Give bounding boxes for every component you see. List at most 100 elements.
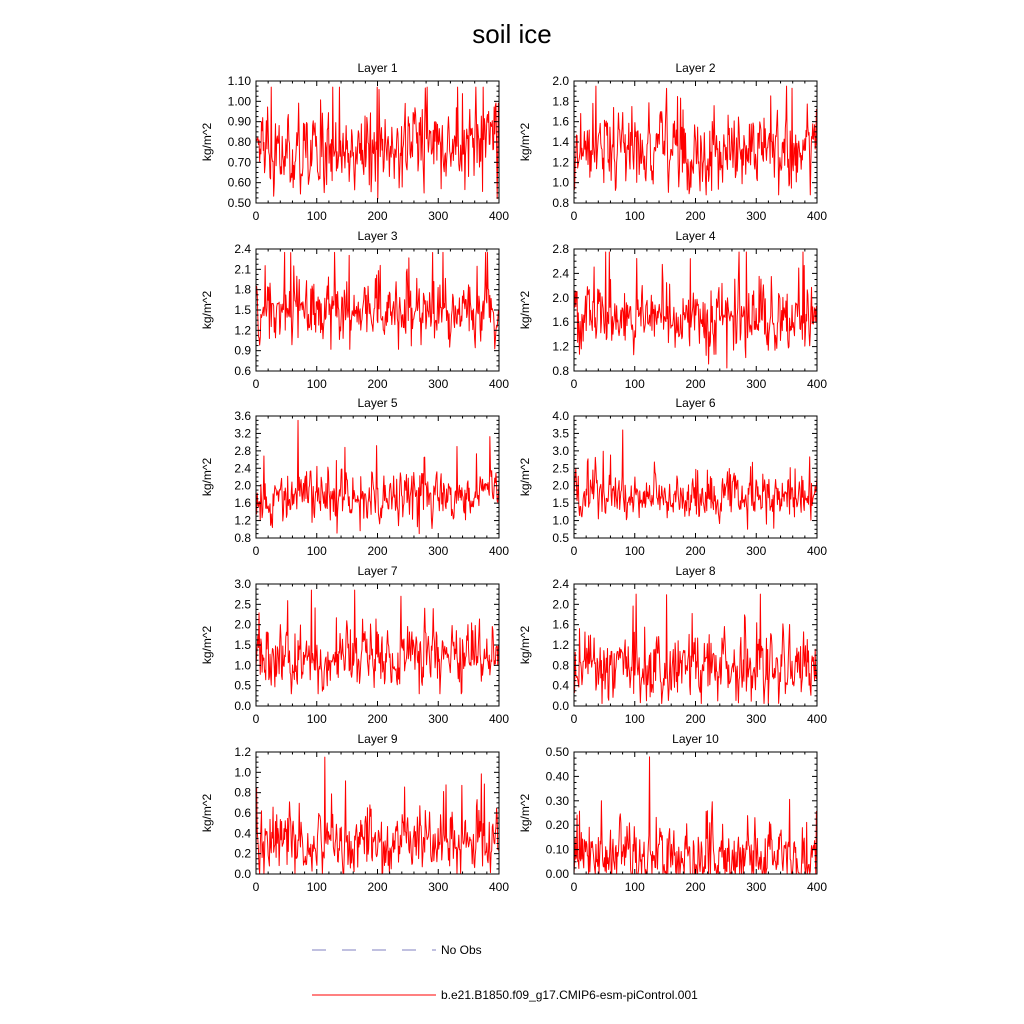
panel-layer-9: 0 100 200 300 400 0.0 0.2 0.4 0.6 0.8 1.0 1.2 Layer …: [200, 732, 509, 894]
x-tick-label: 100: [307, 377, 327, 391]
y-tick-label: 0.30: [546, 794, 570, 808]
x-tick-label: 400: [489, 544, 509, 558]
panel-title: Layer 3: [357, 229, 397, 243]
y-tick-label: 0.8: [234, 531, 251, 545]
x-tick-label: 200: [367, 377, 387, 391]
series-line-layer-7: [255, 589, 500, 695]
y-tick-label: 2.4: [552, 266, 569, 280]
x-tick-label: 0: [253, 377, 260, 391]
y-axis-label: kg/m^2: [518, 458, 532, 497]
y-tick-label: 4.0: [552, 409, 569, 423]
y-tick-label: 1.2: [234, 323, 251, 337]
y-tick-label: 1.4: [552, 135, 569, 149]
y-tick-label: 1.5: [234, 638, 251, 652]
legend-no-obs-label: No Obs: [441, 943, 482, 957]
series-line-layer-5: [255, 419, 500, 535]
x-tick-label: 0: [253, 880, 260, 894]
y-tick-label: 1.0: [234, 658, 251, 672]
x-tick-label: 300: [428, 544, 448, 558]
series-line-layer-8: [573, 593, 818, 704]
y-tick-label: 0.00: [546, 867, 570, 881]
y-tick-label: 2.4: [234, 242, 251, 256]
y-tick-label: 2.0: [234, 479, 251, 493]
panel-title: Layer 2: [675, 61, 715, 75]
x-tick-label: 200: [685, 544, 705, 558]
series-line-layer-1: [255, 86, 500, 200]
x-tick-label: 300: [746, 209, 766, 223]
x-tick-label: 400: [807, 712, 827, 726]
x-tick-label: 400: [807, 209, 827, 223]
panel-layer-10: 0 100 200 300 400 0.00 0.10 0.20 0.30 0.40 0.50 Lay…: [518, 732, 827, 894]
series-line-layer-9: [255, 756, 500, 875]
x-tick-label: 200: [685, 712, 705, 726]
x-tick-label: 200: [367, 712, 387, 726]
y-axis-label: kg/m^2: [200, 123, 214, 162]
y-tick-label: 3.6: [234, 409, 251, 423]
y-tick-label: 1.2: [552, 638, 569, 652]
x-tick-label: 300: [746, 544, 766, 558]
x-tick-label: 0: [571, 377, 578, 391]
x-tick-label: 100: [625, 712, 645, 726]
x-tick-label: 0: [571, 209, 578, 223]
x-tick-label: 300: [746, 712, 766, 726]
y-tick-label: 2.4: [552, 577, 569, 591]
panel-title: Layer 6: [675, 396, 715, 410]
x-tick-label: 100: [307, 544, 327, 558]
y-tick-label: 0.50: [546, 745, 570, 759]
y-tick-label: 0.60: [228, 176, 252, 190]
y-tick-label: 2.0: [552, 291, 569, 305]
y-tick-label: 0.6: [234, 806, 251, 820]
y-tick-label: 1.8: [234, 283, 251, 297]
x-tick-label: 400: [489, 880, 509, 894]
y-tick-label: 3.5: [552, 426, 569, 440]
x-tick-label: 300: [746, 880, 766, 894]
y-tick-label: 2.0: [234, 618, 251, 632]
y-tick-label: 2.0: [552, 479, 569, 493]
y-axis-label: kg/m^2: [200, 458, 214, 497]
y-tick-label: 1.6: [552, 115, 569, 129]
x-tick-label: 100: [625, 377, 645, 391]
x-tick-label: 200: [367, 209, 387, 223]
y-tick-label: 0.40: [546, 769, 570, 783]
x-tick-label: 100: [307, 209, 327, 223]
panels-grid: 0 100 200 300 4000.500.600.700.800.901.001.1…: [200, 61, 827, 894]
y-tick-label: 0.4: [234, 826, 251, 840]
panel-title: Layer 5: [357, 396, 397, 410]
x-tick-label: 100: [307, 880, 327, 894]
y-tick-label: 1.2: [552, 340, 569, 354]
series-line-layer-10: [573, 756, 818, 875]
x-tick-label: 200: [367, 544, 387, 558]
y-axis-label: kg/m^2: [518, 794, 532, 833]
x-tick-label: 200: [685, 880, 705, 894]
y-tick-label: 1.2: [552, 155, 569, 169]
y-tick-label: 0.0: [234, 699, 251, 713]
x-tick-label: 400: [489, 712, 509, 726]
y-tick-label: 0.0: [234, 867, 251, 881]
y-tick-label: 1.8: [552, 94, 569, 108]
panel-layer-7: 0 100 200 300 400 0.0 0.5 1.0 1.5 2.0 2.5 3.0 Layer …: [200, 564, 509, 726]
x-tick-label: 400: [807, 880, 827, 894]
x-tick-label: 200: [685, 377, 705, 391]
y-tick-label: 2.0: [552, 74, 569, 88]
y-tick-label: 1.2: [234, 514, 251, 528]
x-tick-label: 400: [489, 209, 509, 223]
panel-title: Layer 1: [357, 61, 397, 75]
y-tick-label: 0.5: [552, 531, 569, 545]
legend-model-label: b.e21.B1850.f09_g17.CMIP6-esm-piControl.…: [441, 988, 698, 1002]
y-tick-label: 2.5: [234, 597, 251, 611]
y-tick-label: 0.4: [552, 679, 569, 693]
y-tick-label: 2.8: [552, 242, 569, 256]
y-tick-label: 0.8: [552, 196, 569, 210]
y-axis-label: kg/m^2: [200, 626, 214, 665]
panel-title: Layer 4: [675, 229, 715, 243]
y-tick-label: 1.0: [234, 765, 251, 779]
series-line-layer-6: [573, 429, 818, 530]
panel-layer-2: 0 100 200 300 400 0.8 1.0 1.2 1.4 1.6 1.8 2.0 Layer …: [518, 61, 827, 223]
y-tick-label: 0.5: [234, 679, 251, 693]
panel-title: Layer 10: [672, 732, 719, 746]
x-tick-label: 0: [253, 209, 260, 223]
y-axis-label: kg/m^2: [518, 291, 532, 330]
y-axis-label: kg/m^2: [200, 794, 214, 833]
y-tick-label: 2.5: [552, 461, 569, 475]
